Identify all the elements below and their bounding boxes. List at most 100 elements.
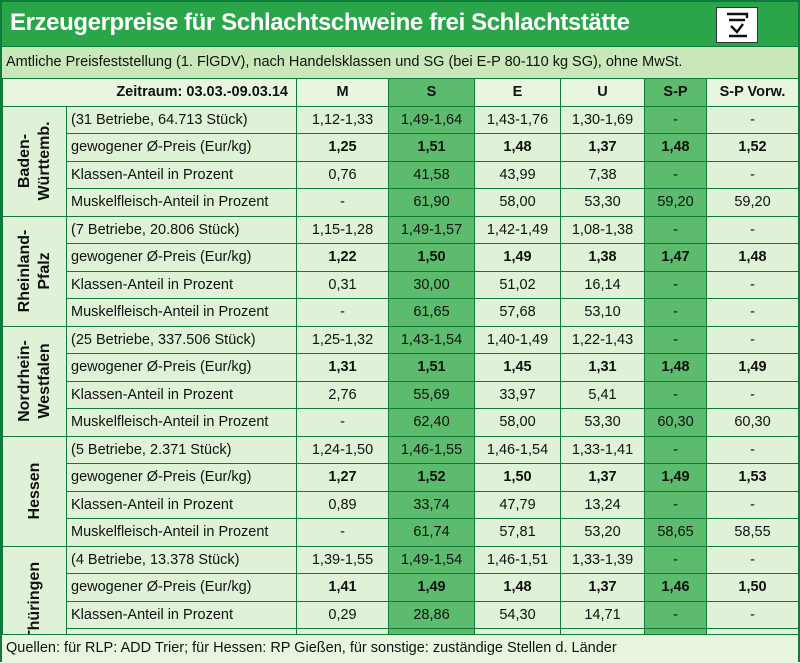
table-row: Klassen-Anteil in Prozent 2,76 55,69 33,97 5… xyxy=(3,380,799,409)
region-name-cell: Rheinland- Pfalz xyxy=(2,215,67,327)
price-table: Zeitraum: 03.03.-09.03.14 M S E U S-P S-… xyxy=(2,78,799,657)
value-cell: - xyxy=(706,160,799,189)
value-cell: 60,30 xyxy=(706,408,799,437)
value-cell: - xyxy=(706,105,799,134)
value-cell: 1,30-1,69 xyxy=(560,105,645,134)
value-cell: - xyxy=(644,298,707,327)
value-cell: 57,81 xyxy=(474,518,561,547)
row-label: gewogener Ø-Preis (Eur/kg) xyxy=(66,353,297,382)
value-cell: - xyxy=(644,435,707,464)
value-cell: 1,48 xyxy=(644,353,707,382)
value-cell: - xyxy=(644,490,707,519)
row-label: (25 Betriebe, 337.506 Stück) xyxy=(66,325,297,354)
value-cell: 14,71 xyxy=(560,600,645,629)
value-cell: 0,76 xyxy=(296,160,389,189)
region-name: Hessen xyxy=(25,462,43,520)
value-cell: 58,55 xyxy=(706,518,799,547)
value-cell: 55,69 xyxy=(388,380,475,409)
row-label: Muskelfleisch-Anteil in Prozent xyxy=(66,408,297,437)
value-cell: 1,31 xyxy=(296,353,389,382)
table-row: Baden- Württemb. (31 Betriebe, 64.713 Stüc… xyxy=(2,105,799,217)
value-cell: 1,43-1,54 xyxy=(388,325,475,354)
row-label: (7 Betriebe, 20.806 Stück) xyxy=(66,215,297,244)
value-cell: 0,31 xyxy=(296,270,389,299)
value-cell: - xyxy=(296,408,389,437)
value-cell: 0,29 xyxy=(296,600,389,629)
row-label: Muskelfleisch-Anteil in Prozent xyxy=(66,188,297,217)
value-cell: 51,02 xyxy=(474,270,561,299)
value-cell: 33,74 xyxy=(388,490,475,519)
value-cell: 13,24 xyxy=(560,490,645,519)
region-name: Baden- Württemb. xyxy=(15,121,53,201)
source-text: Quellen: für RLP: ADD Trier; für Hessen:… xyxy=(6,640,617,656)
value-cell: 1,52 xyxy=(388,463,475,492)
column-header-sp: S-P xyxy=(644,78,707,107)
value-cell: - xyxy=(644,325,707,354)
value-cell: 47,79 xyxy=(474,490,561,519)
subtitle-text: Amtliche Preisfeststellung (1. FlGDV), n… xyxy=(6,54,683,70)
page-title: Erzeugerpreise für Schlachtschweine frei… xyxy=(10,9,630,36)
value-cell: 59,20 xyxy=(644,188,707,217)
table-row: Klassen-Anteil in Prozent 0,76 41,58 43,99 7… xyxy=(3,160,799,189)
row-label: gewogener Ø-Preis (Eur/kg) xyxy=(66,463,297,492)
region-name: Nordrhein- Westfalen xyxy=(15,340,53,422)
row-label: (4 Betriebe, 13.378 Stück) xyxy=(66,545,297,574)
value-cell: 1,39-1,55 xyxy=(296,545,389,574)
value-cell: 2,76 xyxy=(296,380,389,409)
row-label: gewogener Ø-Preis (Eur/kg) xyxy=(66,243,297,272)
row-label: gewogener Ø-Preis (Eur/kg) xyxy=(66,133,297,162)
table-row: gewogener Ø-Preis (Eur/kg) 1,25 1,51 1,48 1,… xyxy=(3,133,799,162)
value-cell: 1,50 xyxy=(706,573,799,602)
title-bar: Erzeugerpreise für Schlachtschweine frei… xyxy=(2,2,798,46)
table-row: gewogener Ø-Preis (Eur/kg) 1,31 1,51 1,45 1,… xyxy=(3,353,799,382)
value-cell: 7,38 xyxy=(560,160,645,189)
value-cell: 1,49-1,54 xyxy=(388,545,475,574)
value-cell: 58,00 xyxy=(474,188,561,217)
value-cell: - xyxy=(644,105,707,134)
value-cell: 1,33-1,39 xyxy=(560,545,645,574)
value-cell: - xyxy=(296,188,389,217)
value-cell: 1,51 xyxy=(388,133,475,162)
table-row: Muskelfleisch-Anteil in Prozent -62,40 58,… xyxy=(3,408,799,437)
row-label: Klassen-Anteil in Prozent xyxy=(66,490,297,519)
value-cell: - xyxy=(706,600,799,629)
value-cell: 1,25-1,32 xyxy=(296,325,389,354)
table-row: Hessen (5 Betriebe, 2.371 Stück) 1,24-1,50… xyxy=(2,435,799,547)
value-cell: - xyxy=(706,380,799,409)
value-cell: - xyxy=(644,215,707,244)
value-cell: 1,41 xyxy=(296,573,389,602)
value-cell: - xyxy=(644,545,707,574)
value-cell: 1,22-1,43 xyxy=(560,325,645,354)
value-cell: 1,45 xyxy=(474,353,561,382)
table-row: Klassen-Anteil in Prozent 0,29 28,86 54,30 1… xyxy=(3,600,799,629)
value-cell: 1,48 xyxy=(644,133,707,162)
row-label: Klassen-Anteil in Prozent xyxy=(66,270,297,299)
value-cell: 1,12-1,33 xyxy=(296,105,389,134)
value-cell: - xyxy=(706,298,799,327)
value-cell: 0,89 xyxy=(296,490,389,519)
value-cell: 1,31 xyxy=(560,353,645,382)
value-cell: 1,46-1,55 xyxy=(388,435,475,464)
column-header-m: M xyxy=(296,78,389,107)
value-cell: 1,22 xyxy=(296,243,389,272)
value-cell: 62,40 xyxy=(388,408,475,437)
value-cell: 53,30 xyxy=(560,188,645,217)
region-name-cell: Hessen xyxy=(2,435,67,547)
value-cell: 1,50 xyxy=(474,463,561,492)
value-cell: 53,30 xyxy=(560,408,645,437)
logo-icon xyxy=(716,7,758,43)
value-cell: - xyxy=(644,270,707,299)
table-row: Klassen-Anteil in Prozent 0,31 30,00 51,02 1… xyxy=(3,270,799,299)
value-cell: 1,27 xyxy=(296,463,389,492)
value-cell: 1,25 xyxy=(296,133,389,162)
value-cell: 1,33-1,41 xyxy=(560,435,645,464)
value-cell: 30,00 xyxy=(388,270,475,299)
region-name: Thüringen xyxy=(25,561,43,641)
table-row: gewogener Ø-Preis (Eur/kg) 1,22 1,50 1,49 1,… xyxy=(3,243,799,272)
value-cell: - xyxy=(706,325,799,354)
region-name-cell: Baden- Württemb. xyxy=(2,105,67,217)
row-label: (31 Betriebe, 64.713 Stück) xyxy=(66,105,297,134)
value-cell: 1,38 xyxy=(560,243,645,272)
value-cell: - xyxy=(644,380,707,409)
